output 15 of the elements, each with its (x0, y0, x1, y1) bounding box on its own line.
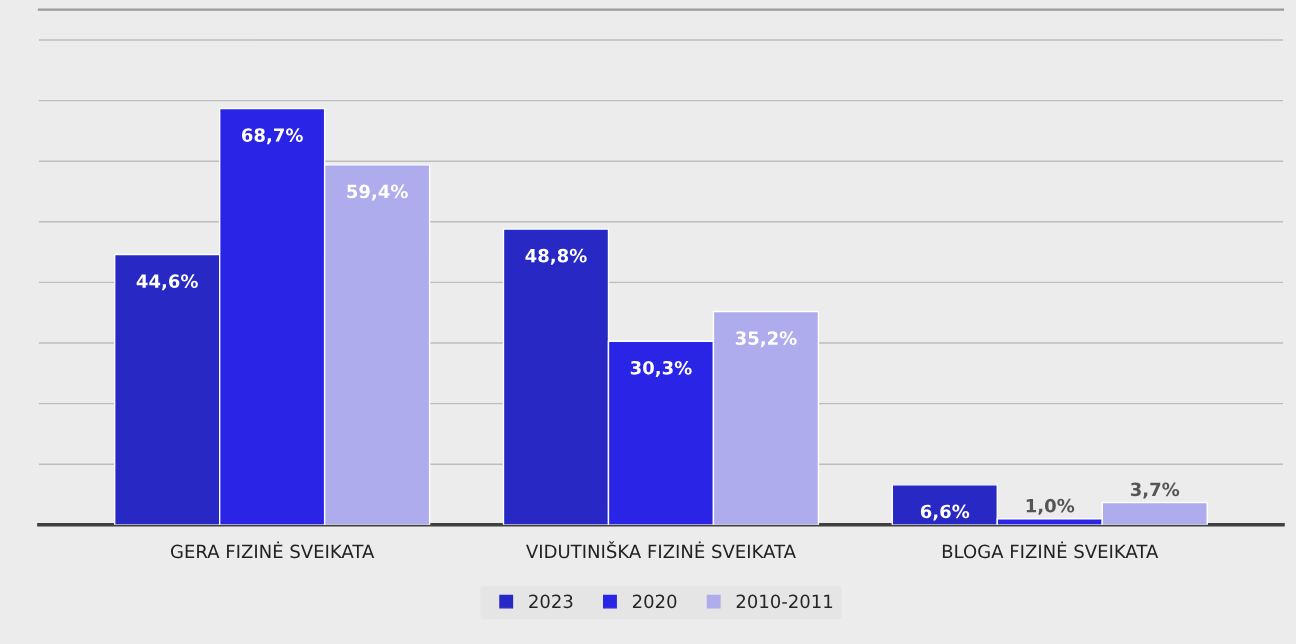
data-label: 48,8% (525, 248, 587, 265)
data-label: 6,6% (920, 504, 970, 521)
x-tick-label: BLOGA FIZINĖ SVEIKATA (942, 541, 1159, 559)
x-tick-label: GERA FIZINĖ SVEIKATA (170, 541, 375, 559)
data-label: 59,4% (347, 184, 408, 201)
data-label: 44,6% (136, 274, 198, 291)
data-label: 3,7% (1130, 482, 1180, 499)
legend-label: 2020 (632, 594, 677, 609)
legend-label: 2010-2011 (736, 594, 833, 609)
data-label: 30,3% (630, 360, 692, 377)
data-label: 68,7% (241, 128, 303, 145)
x-tick-label: VIDUTINIŠKA FIZINĖ SVEIKATA (526, 541, 796, 559)
data-label: 1,0% (1026, 498, 1075, 515)
legend-label: 2023 (529, 594, 573, 609)
data-label: 35,2% (735, 331, 797, 348)
